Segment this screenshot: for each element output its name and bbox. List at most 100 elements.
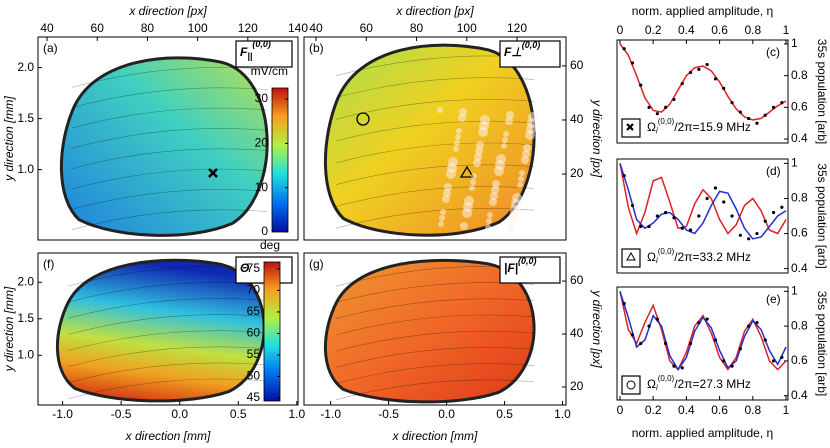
data-point <box>647 224 651 229</box>
speckle <box>458 114 466 122</box>
colorbar-tick-label: 20 <box>255 136 269 150</box>
x-tick-label: 0 <box>617 403 624 417</box>
data-point <box>771 105 776 109</box>
speckle <box>491 186 499 194</box>
x-tick-label: 0.2 <box>645 403 662 417</box>
data-point <box>730 100 734 105</box>
data-point <box>672 216 676 220</box>
x-tick-label: 0.4 <box>678 23 695 37</box>
speckle <box>440 209 446 215</box>
data-point <box>664 341 668 346</box>
speckle <box>464 196 474 206</box>
field-map <box>55 258 266 403</box>
y-tick-label: 1 <box>791 156 798 170</box>
speckle <box>471 173 477 179</box>
data-point <box>647 324 651 328</box>
contour-line <box>67 346 265 367</box>
data-point <box>622 301 626 306</box>
data-point <box>647 105 651 109</box>
annotation-sup: (0,0) <box>658 117 675 126</box>
marker-box <box>621 248 641 268</box>
contour-line <box>335 186 535 207</box>
x-tick-label: 100 <box>457 21 477 35</box>
data-point <box>771 359 776 363</box>
annotation-sup: (0,0) <box>658 374 675 383</box>
x-tick-label: 60 <box>91 21 105 35</box>
symbol-sup: (0,0) <box>522 40 541 50</box>
y-axis-label: y direction [px] <box>590 289 604 368</box>
colorbar-label: deg <box>260 238 280 252</box>
contour-line <box>335 77 535 98</box>
speckle <box>442 195 450 203</box>
symbol-sup: (0,0) <box>518 256 537 266</box>
symbol-box <box>499 40 561 68</box>
colorbar-label: mV/cm <box>251 64 288 78</box>
quantity-symbol: Θ <box>240 261 250 275</box>
data-point <box>655 214 659 218</box>
y-tick-label: 2.0 <box>17 274 34 288</box>
x-tick-label: 1.0 <box>554 407 571 421</box>
y-tick-label: 0.6 <box>791 353 808 367</box>
panel-frame <box>616 39 789 144</box>
y-axis-label: 35s population [arb] <box>815 163 829 268</box>
data-point <box>622 174 626 178</box>
data-point <box>713 186 718 190</box>
x-tick-label: 0.5 <box>230 407 247 421</box>
speckle <box>528 112 538 122</box>
x-tick-label: 60 <box>360 21 374 35</box>
data-point <box>639 83 643 87</box>
speckle <box>438 221 444 227</box>
colorbar-tick-label: 10 <box>255 180 269 194</box>
x-tick-label: -1.0 <box>52 407 73 421</box>
speckle <box>460 222 468 230</box>
data-point <box>705 317 709 321</box>
circle-marker <box>356 112 370 126</box>
y-tick-label: 0.8 <box>791 68 808 82</box>
y-tick-label: 0.4 <box>791 131 808 145</box>
y-tick-label: 0.8 <box>791 318 808 332</box>
panel-frame <box>303 36 567 241</box>
data-point <box>664 210 668 215</box>
panel-label: (f) <box>43 257 54 271</box>
contour-line <box>67 298 265 319</box>
y-axis-label: 35s population [arb] <box>815 291 829 396</box>
contour-line <box>71 148 268 169</box>
speckle <box>470 179 476 185</box>
speckle <box>512 193 522 203</box>
data-point <box>771 210 776 215</box>
data-point <box>688 70 693 75</box>
data-point <box>705 196 709 201</box>
data-point <box>722 86 726 90</box>
x-tick-label: 0.6 <box>711 23 728 37</box>
colorbar-tick-label: 30 <box>255 91 269 105</box>
x-tick-label: -1.0 <box>320 407 341 421</box>
annotation: Ωi(0,0)/2π=33.2 MHz <box>647 247 751 265</box>
x-tick-label: 0.4 <box>678 403 695 417</box>
x-tick-label: 1 <box>783 23 790 37</box>
panel-frame <box>303 252 567 406</box>
x-axis-label: norm. applied amplitude, η <box>632 426 773 440</box>
colorbar-tick-label: 65 <box>247 304 261 318</box>
contour-line <box>71 168 268 190</box>
speckle <box>507 225 515 233</box>
panel-label: (g) <box>309 257 324 271</box>
symbol-box <box>235 40 293 68</box>
circle-icon <box>626 380 636 390</box>
x-tick-label: 120 <box>507 21 527 35</box>
symbol-main: F⊥ <box>504 45 522 59</box>
contour-line <box>335 164 535 185</box>
y-tick-label: 60 <box>570 58 584 72</box>
speckle <box>459 108 467 116</box>
contour-line <box>335 363 535 384</box>
y-tick-label: 0.4 <box>791 261 808 275</box>
data-point <box>688 341 693 346</box>
data-point <box>755 321 759 325</box>
speckle <box>486 218 492 224</box>
data-point <box>680 226 684 230</box>
speckle <box>517 182 523 188</box>
x-tick-label: 40 <box>40 21 54 35</box>
speckle <box>474 153 482 161</box>
data-point <box>755 231 759 236</box>
cross-icon <box>626 123 634 131</box>
panel-frame <box>37 36 299 241</box>
